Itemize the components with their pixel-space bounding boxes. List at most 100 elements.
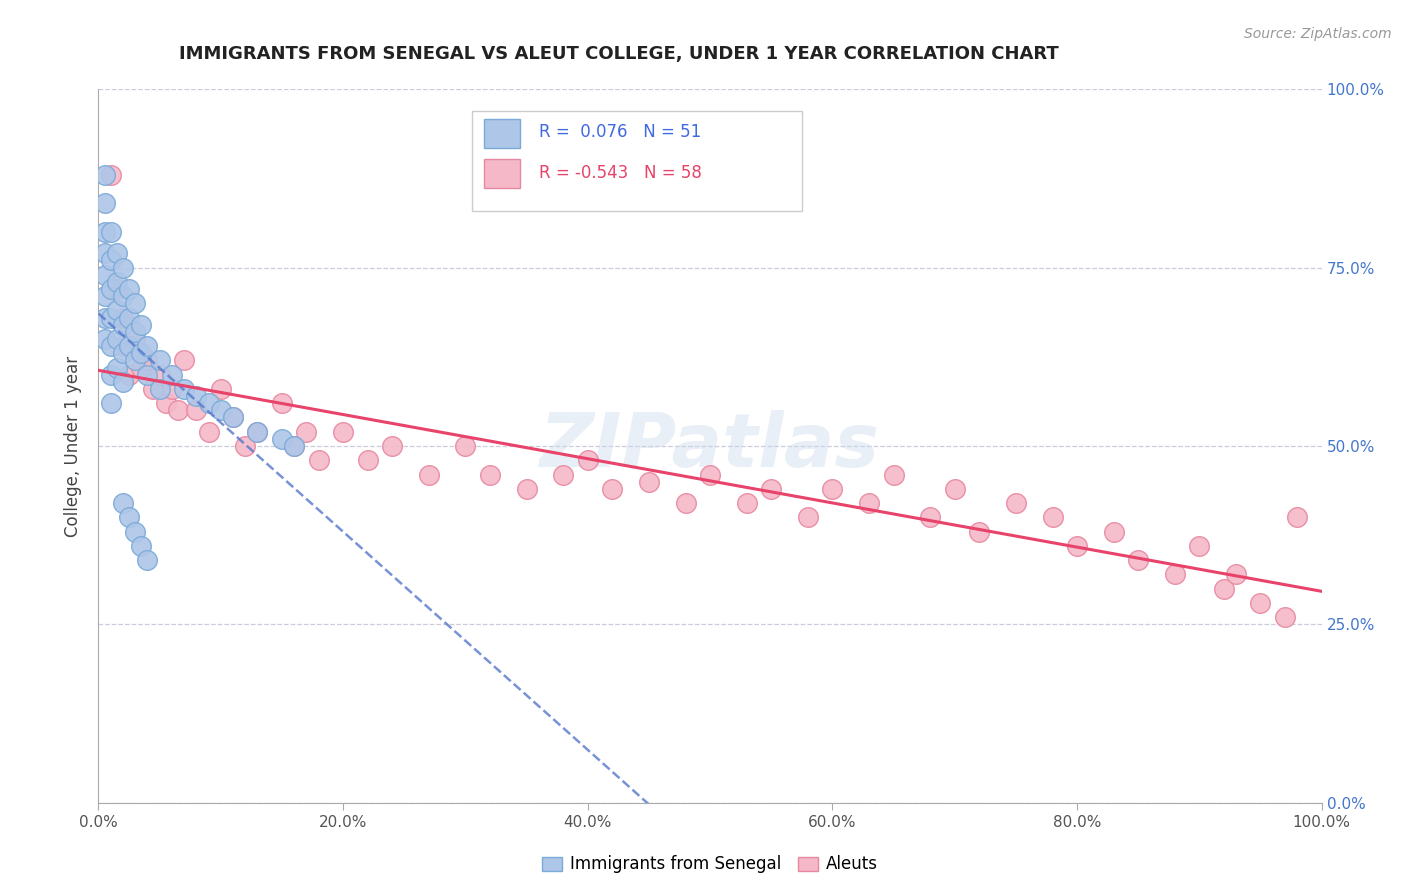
Bar	[484, 120, 520, 148]
Point	[93, 168, 115, 182]
Point	[1249, 596, 1271, 610]
Point	[100, 368, 122, 382]
Point	[124, 332, 146, 346]
Point	[1066, 539, 1088, 553]
Point	[600, 482, 623, 496]
Point	[576, 453, 599, 467]
Text: IMMIGRANTS FROM SENEGAL VS ALEUT COLLEGE, UNDER 1 YEAR CORRELATION CHART: IMMIGRANTS FROM SENEGAL VS ALEUT COLLEGE…	[179, 45, 1059, 62]
Point	[105, 246, 128, 260]
Bar	[484, 159, 520, 187]
Point	[111, 260, 134, 275]
Point	[111, 318, 134, 332]
Point	[160, 368, 183, 382]
Point	[821, 482, 844, 496]
Point	[136, 339, 159, 353]
Point	[100, 282, 122, 296]
Point	[149, 382, 172, 396]
Point	[186, 403, 208, 417]
Point	[105, 282, 128, 296]
Point	[553, 467, 575, 482]
Point	[167, 403, 190, 417]
Legend: Immigrants from Senegal, Aleuts: Immigrants from Senegal, Aleuts	[536, 849, 884, 880]
Point	[105, 332, 128, 346]
Point	[93, 196, 115, 211]
Text: R = -0.543   N = 58: R = -0.543 N = 58	[538, 164, 702, 182]
Point	[100, 310, 122, 325]
Point	[270, 432, 294, 446]
Point	[735, 496, 758, 510]
Point	[111, 346, 134, 360]
Point	[93, 225, 115, 239]
Point	[93, 246, 115, 260]
Point	[967, 524, 990, 539]
Point	[93, 310, 115, 325]
Point	[124, 325, 146, 339]
Point	[270, 396, 294, 410]
Point	[129, 346, 152, 360]
Point	[142, 382, 165, 396]
Point	[761, 482, 783, 496]
Point	[332, 425, 354, 439]
Point	[100, 225, 122, 239]
Point	[160, 382, 183, 396]
Point	[478, 467, 501, 482]
Point	[1102, 524, 1125, 539]
Text: R =  0.076   N = 51: R = 0.076 N = 51	[538, 123, 702, 141]
Point	[283, 439, 305, 453]
Point	[100, 168, 122, 182]
Point	[118, 368, 141, 382]
Point	[1188, 539, 1211, 553]
Point	[136, 368, 159, 382]
Point	[943, 482, 966, 496]
Point	[222, 410, 245, 425]
Point	[118, 282, 141, 296]
Point	[100, 396, 122, 410]
Point	[155, 396, 177, 410]
Point	[246, 425, 269, 439]
Point	[100, 339, 122, 353]
Point	[675, 496, 697, 510]
Point	[124, 353, 146, 368]
FancyBboxPatch shape	[471, 111, 801, 211]
Point	[920, 510, 942, 524]
Point	[1004, 496, 1026, 510]
Text: Source: ZipAtlas.com: Source: ZipAtlas.com	[1244, 27, 1392, 41]
Point	[197, 396, 219, 410]
Point	[197, 425, 219, 439]
Point	[1128, 553, 1150, 567]
Point	[222, 410, 245, 425]
Point	[129, 539, 152, 553]
Point	[118, 310, 141, 325]
Point	[246, 425, 269, 439]
Point	[111, 289, 134, 303]
Point	[233, 439, 256, 453]
Point	[105, 303, 128, 318]
Point	[1212, 582, 1234, 596]
Point	[186, 389, 208, 403]
Point	[111, 310, 134, 325]
Point	[381, 439, 404, 453]
Point	[797, 510, 820, 524]
Point	[1225, 567, 1247, 582]
Point	[105, 275, 128, 289]
Point	[283, 439, 305, 453]
Point	[1274, 610, 1296, 624]
Point	[173, 353, 195, 368]
Point	[149, 353, 172, 368]
Point	[454, 439, 477, 453]
Point	[308, 453, 330, 467]
Point	[105, 360, 128, 375]
Point	[1042, 510, 1064, 524]
Point	[209, 403, 232, 417]
Point	[124, 296, 146, 310]
Point	[93, 289, 115, 303]
Point	[883, 467, 905, 482]
Point	[515, 482, 537, 496]
Point	[136, 353, 159, 368]
Point	[356, 453, 378, 467]
Point	[118, 339, 141, 353]
Point	[209, 382, 232, 396]
Point	[149, 368, 172, 382]
Y-axis label: College, Under 1 year: College, Under 1 year	[65, 355, 83, 537]
Point	[295, 425, 318, 439]
